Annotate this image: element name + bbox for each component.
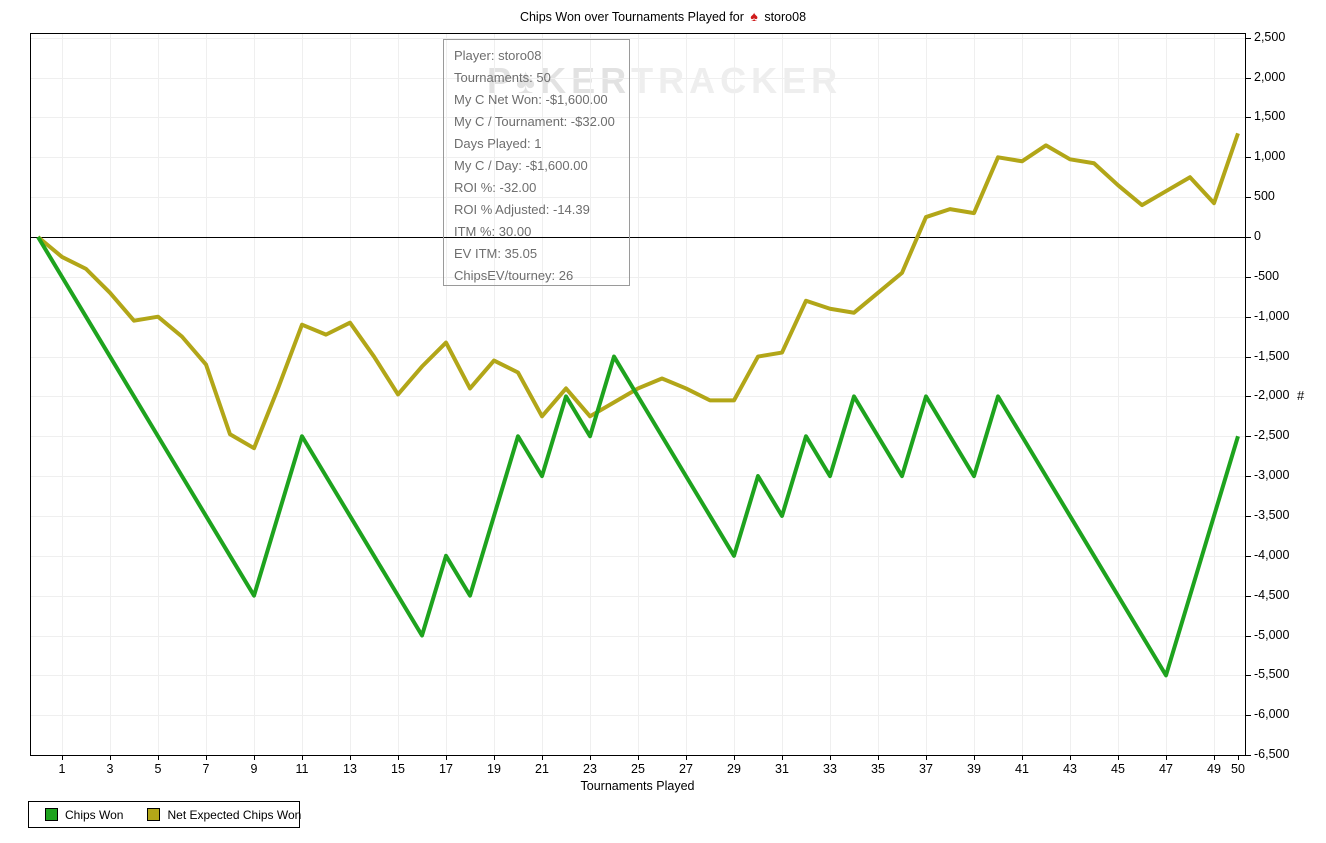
y-axis-tick-label: -1,500 xyxy=(1254,349,1290,363)
x-axis-tick-label: 5 xyxy=(154,762,162,776)
y-axis-tick-label: -1,000 xyxy=(1254,309,1290,323)
y-axis-tick-label: 1,500 xyxy=(1254,109,1286,123)
legend-label: Net Expected Chips Won xyxy=(167,807,302,822)
y-axis-tick-label: -5,000 xyxy=(1254,628,1290,642)
legend-item-net-expected-chips-won: Net Expected Chips Won xyxy=(147,808,301,822)
y-axis-tick-label: 1,000 xyxy=(1254,149,1286,163)
y-axis-tick-label: 500 xyxy=(1254,189,1275,203)
y-axis-tick-label: 0 xyxy=(1254,229,1261,243)
legend: Chips Won Net Expected Chips Won xyxy=(28,801,301,828)
player-name: storo08 xyxy=(764,10,807,24)
net-expected-chips-won-line[interactable] xyxy=(36,132,1240,451)
legend-swatch xyxy=(45,808,58,821)
x-axis-tick-label: 17 xyxy=(439,762,453,776)
tooltip-stat: Days Played: 1 xyxy=(454,136,542,151)
y-axis-tick-label: -6,500 xyxy=(1254,747,1290,761)
y-axis-tick-label: -4,500 xyxy=(1254,588,1290,602)
chips-won-line[interactable] xyxy=(36,235,1240,678)
y-axis-tick-label: -6,000 xyxy=(1254,707,1290,721)
x-axis-tick-label: 41 xyxy=(1015,762,1029,776)
x-axis-tick-label: 35 xyxy=(871,762,885,776)
x-axis-tick-label: 39 xyxy=(967,762,981,776)
x-axis-tick-label: 21 xyxy=(535,762,549,776)
tooltip-stat: My C Net Won: -$1,600.00 xyxy=(454,92,608,107)
x-axis-tick-label: 49 xyxy=(1207,762,1221,776)
chart-title: Chips Won over Tournaments Played for ♠ … xyxy=(0,8,1326,24)
x-axis-tick-label: 27 xyxy=(679,762,693,776)
stats-tooltip: Player: storo08 Tournaments: 50 My C Net W… xyxy=(443,39,630,286)
tooltip-stat: ITM %: 30.00 xyxy=(454,224,532,239)
tooltip-stat: My C / Tournament: -$32.00 xyxy=(454,114,615,129)
x-axis-tick-label: 43 xyxy=(1063,762,1077,776)
y-axis-tick-label: 2,500 xyxy=(1254,30,1286,44)
x-axis-tick-label: 13 xyxy=(343,762,357,776)
x-axis-tick-label: 7 xyxy=(202,762,210,776)
y-axis-tick-label: -2,500 xyxy=(1254,428,1290,442)
x-axis-tick-label: 47 xyxy=(1159,762,1173,776)
y-axis-tick-label: -3,500 xyxy=(1254,508,1290,522)
tooltip-stat: Tournaments: 50 xyxy=(454,70,551,85)
x-axis-title: Tournaments Played xyxy=(580,779,695,793)
y-axis-tick-label: -4,000 xyxy=(1254,548,1290,562)
x-axis-tick-label: 45 xyxy=(1111,762,1125,776)
x-axis-tick-label: 11 xyxy=(295,762,309,776)
tooltip-stat: EV ITM: 35.05 xyxy=(454,246,538,261)
tooltip-stat: ChipsEV/tourney: 26 xyxy=(454,268,574,283)
legend-item-chips-won: Chips Won xyxy=(45,808,123,822)
legend-label: Chips Won xyxy=(65,807,124,822)
x-axis-tick-label: 15 xyxy=(391,762,405,776)
y-axis-tick-label: -500 xyxy=(1254,269,1280,283)
x-axis-tick-label: 1 xyxy=(58,762,66,776)
x-axis-tick-label: 50 xyxy=(1231,762,1245,776)
watermark-dark-text: P♠KER xyxy=(487,60,632,101)
x-axis-tick-label: 9 xyxy=(250,762,258,776)
x-axis-tick-label: 25 xyxy=(631,762,645,776)
tooltip-stat: Player: storo08 xyxy=(454,48,542,63)
y-axis-tick-label: 2,000 xyxy=(1254,70,1286,84)
x-axis-tick-label: 3 xyxy=(106,762,114,776)
tooltip-stat: ROI %: -32.00 xyxy=(454,180,537,195)
x-axis-tick-label: 31 xyxy=(775,762,789,776)
y-axis-tick-label: -5,500 xyxy=(1254,667,1290,681)
x-axis-tick-label: 33 xyxy=(823,762,837,776)
y-axis-title: # xyxy=(1297,388,1305,403)
x-axis-tick-label: 29 xyxy=(727,762,741,776)
y-axis-tick-label: -3,000 xyxy=(1254,468,1290,482)
tooltip-stat: ROI % Adjusted: -14.39 xyxy=(454,202,590,217)
legend-swatch xyxy=(147,808,161,821)
pokerstars-spade-icon: ♠ xyxy=(750,8,758,24)
x-axis-tick-label: 23 xyxy=(583,762,597,776)
x-axis-tick-label: 19 xyxy=(487,762,501,776)
y-axis-tick-label: -2,000 xyxy=(1254,388,1290,402)
chart-title-text: Chips Won over Tournaments Played for xyxy=(519,10,744,24)
tooltip-stat: My C / Day: -$1,600.00 xyxy=(454,158,588,173)
x-axis-tick-label: 37 xyxy=(919,762,933,776)
